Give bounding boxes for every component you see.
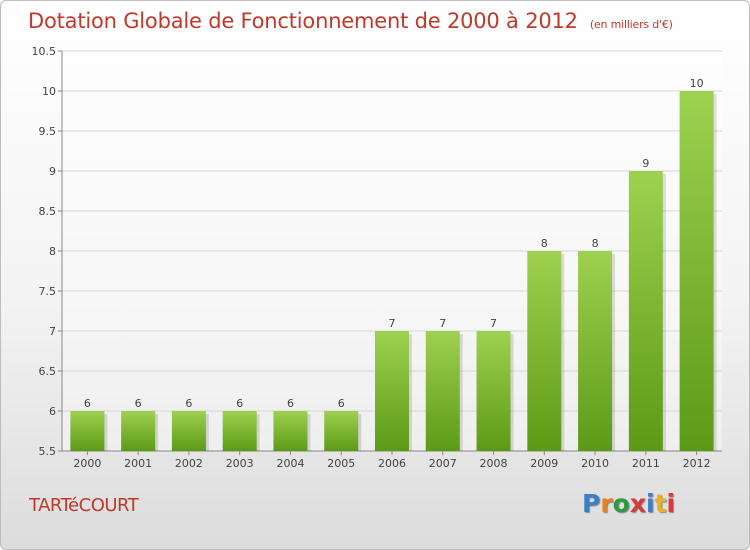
y-tick-label: 6 [49, 405, 56, 418]
x-tick-label: 2010 [581, 457, 609, 470]
y-tick-label: 8.5 [39, 205, 57, 218]
data-label: 6 [287, 397, 294, 410]
y-tick-label: 10 [42, 85, 56, 98]
bar[interactable] [324, 411, 359, 451]
brand-letter: t [654, 489, 667, 518]
y-tick-label: 9 [49, 165, 56, 178]
x-tick-label: 2012 [683, 457, 711, 470]
data-label: 7 [490, 317, 497, 330]
data-label: 9 [642, 157, 649, 170]
x-tick-label: 2002 [175, 457, 203, 470]
x-tick-label: 2008 [480, 457, 508, 470]
y-tick-label: 10.5 [32, 45, 57, 58]
x-tick-label: 2007 [429, 457, 457, 470]
bar[interactable] [527, 251, 562, 451]
data-label: 6 [84, 397, 91, 410]
y-tick-label: 7.5 [39, 285, 57, 298]
y-tick-label: 6.5 [39, 365, 57, 378]
data-label: 6 [338, 397, 345, 410]
data-label: 7 [439, 317, 446, 330]
brand-letter: P [582, 489, 601, 518]
chart-subtitle: (en milliers d'€) [589, 18, 673, 31]
data-label: 6 [185, 397, 192, 410]
data-label: 7 [389, 317, 396, 330]
x-tick-label: 2003 [226, 457, 254, 470]
brand-letter: o [612, 489, 630, 518]
bar[interactable] [425, 331, 460, 451]
bar[interactable] [273, 411, 308, 451]
data-label: 8 [592, 237, 599, 250]
x-tick-label: 2000 [73, 457, 101, 470]
data-label: 6 [236, 397, 243, 410]
brand-letter: i [666, 489, 676, 518]
y-tick-label: 5.5 [39, 445, 57, 458]
brand-letter: r [600, 489, 613, 518]
data-label: 10 [690, 77, 704, 90]
brand-letter: x [629, 489, 646, 518]
bar[interactable] [679, 91, 714, 451]
commune-name: TARTéCOURT [29, 495, 139, 516]
brand-letter: i [646, 489, 655, 518]
bars [70, 91, 717, 451]
proxiti-logo[interactable]: Proxiti [582, 489, 675, 518]
y-tick-label: 9.5 [39, 125, 57, 138]
bar[interactable] [578, 251, 613, 451]
chart-title-text: Dotation Globale de Fonctionnement de 20… [28, 9, 578, 33]
bar[interactable] [628, 171, 663, 451]
x-tick-label: 2001 [124, 457, 152, 470]
bar[interactable] [70, 411, 105, 451]
x-tick-label: 2005 [327, 457, 355, 470]
y-tick-label: 8 [49, 245, 56, 258]
x-tick-label: 2011 [632, 457, 660, 470]
x-tick-label: 2009 [530, 457, 558, 470]
bar[interactable] [222, 411, 257, 451]
y-tick-label: 7 [49, 325, 56, 338]
bar[interactable] [476, 331, 511, 451]
bar[interactable] [171, 411, 206, 451]
data-label: 8 [541, 237, 548, 250]
data-label: 6 [135, 397, 142, 410]
x-tick-label: 2006 [378, 457, 406, 470]
chart-title: Dotation Globale de Fonctionnement de 20… [28, 9, 673, 33]
labels: 5.5 6 6.5 7 7.5 8 8.5 9 9.5 10 10.5 6 2000 6 2001 6 2002… [32, 45, 711, 470]
bar[interactable] [375, 331, 409, 451]
bar[interactable] [121, 411, 156, 451]
x-tick-label: 2004 [276, 457, 304, 470]
